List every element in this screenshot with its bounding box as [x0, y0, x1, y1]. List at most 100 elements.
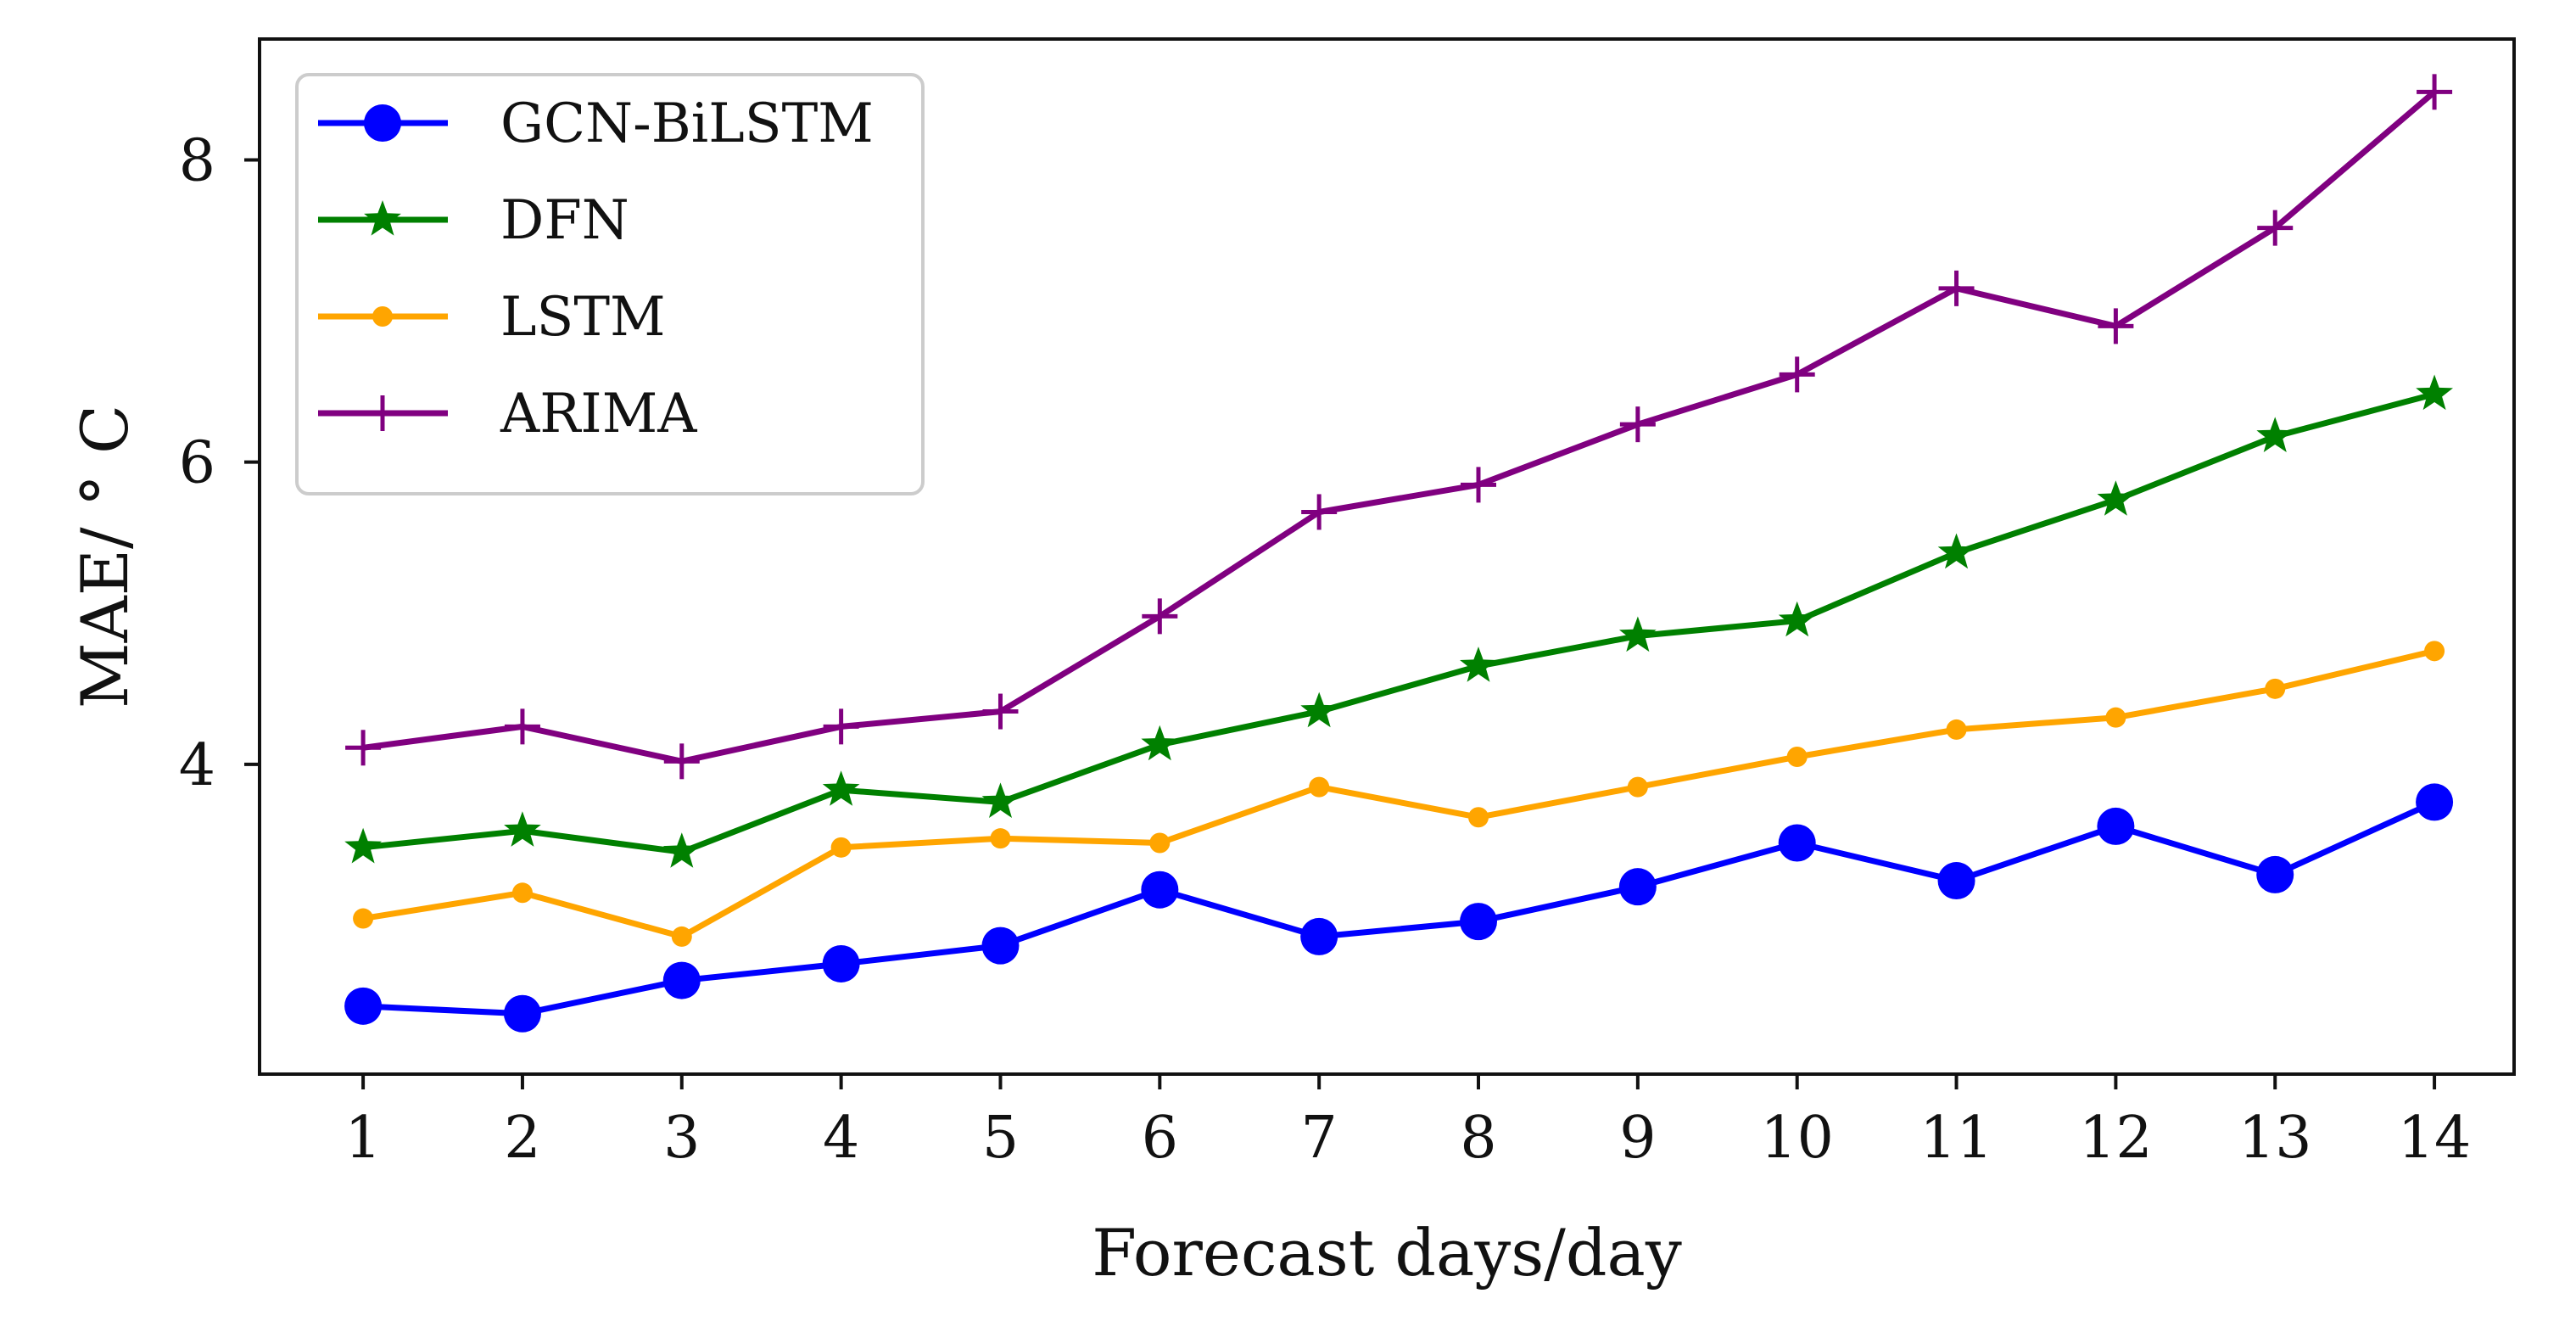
y-tick-label: 4	[179, 732, 215, 799]
data-point-dfn	[822, 770, 860, 806]
data-point-gcn-bilstm	[822, 944, 860, 983]
legend-item-dfn: DFN	[318, 189, 629, 252]
data-point-lstm	[2265, 678, 2286, 699]
series-gcn-bilstm	[344, 783, 2454, 1033]
legend-label: DFN	[500, 189, 629, 252]
data-point-dfn	[662, 832, 701, 868]
series-line-gcn-bilstm	[360, 798, 2438, 1017]
data-point-arima	[2257, 210, 2294, 246]
x-tick-label: 9	[1619, 1105, 1656, 1172]
data-point-lstm	[671, 926, 692, 947]
series-dfn	[344, 374, 2453, 868]
legend-item-arima: ARIMA	[318, 383, 697, 445]
legend-marker	[364, 104, 401, 142]
series-line-dfn	[360, 391, 2438, 855]
legend-item-gcn-bilstm: GCN-BiLSTM	[318, 92, 874, 155]
data-point-dfn	[981, 782, 1020, 818]
data-point-dfn	[504, 811, 541, 847]
data-point-arima	[1938, 270, 1975, 306]
y-axis-title: MAE/ ° C	[67, 405, 142, 708]
x-tick-label: 8	[1460, 1105, 1496, 1172]
data-point-gcn-bilstm	[1937, 862, 1975, 900]
data-point-arima	[663, 743, 700, 780]
data-point-lstm	[1468, 807, 1489, 828]
data-point-gcn-bilstm	[1460, 903, 1498, 941]
series-line-arima	[360, 88, 2438, 764]
data-point-dfn	[2097, 480, 2135, 516]
legend-marker	[364, 200, 401, 236]
data-point-gcn-bilstm	[1618, 868, 1657, 906]
legend-label: GCN-BiLSTM	[500, 92, 874, 155]
x-tick-label: 12	[2079, 1105, 2153, 1172]
y-tick-label: 8	[179, 127, 215, 194]
data-point-arima	[2417, 74, 2453, 110]
data-point-gcn-bilstm	[1141, 871, 1179, 909]
legend: GCN-BiLSTM DFN LSTM ARIMA	[295, 73, 925, 495]
data-point-arima	[345, 730, 382, 766]
x-tick-label: 6	[1142, 1105, 1178, 1172]
data-point-gcn-bilstm	[2416, 783, 2454, 821]
data-point-lstm	[1309, 776, 1330, 798]
data-point-lstm	[1946, 719, 1967, 740]
data-point-lstm	[1149, 832, 1171, 854]
x-tick-label: 10	[1760, 1105, 1834, 1172]
data-point-dfn	[2416, 374, 2453, 411]
x-tick-label: 5	[982, 1105, 1019, 1172]
data-point-gcn-bilstm	[2256, 855, 2294, 893]
data-point-dfn	[1778, 601, 1816, 637]
data-point-arima	[504, 708, 540, 745]
data-point-gcn-bilstm	[662, 961, 701, 999]
data-point-arima	[1142, 598, 1178, 635]
data-point-dfn	[1937, 533, 1975, 569]
data-point-arima	[2098, 308, 2134, 344]
series-lstm	[353, 641, 2445, 947]
data-point-dfn	[2256, 417, 2294, 452]
data-point-lstm	[990, 828, 1011, 849]
series-arima	[345, 74, 2453, 780]
legend-item-lstm: LSTM	[318, 286, 666, 349]
data-point-lstm	[2424, 641, 2445, 662]
x-tick-label: 13	[2238, 1105, 2312, 1172]
data-point-lstm	[1627, 776, 1648, 798]
data-point-lstm	[830, 837, 852, 858]
x-tick-label: 1	[344, 1105, 381, 1172]
data-point-arima	[1301, 494, 1338, 530]
data-point-gcn-bilstm	[2097, 807, 2135, 845]
data-point-arima	[982, 693, 1019, 730]
x-axis-title: Forecast days/day	[1092, 1215, 1682, 1290]
data-point-gcn-bilstm	[981, 927, 1020, 965]
x-tick-label: 11	[1919, 1105, 1993, 1172]
data-point-lstm	[1786, 746, 1808, 767]
data-point-gcn-bilstm	[344, 987, 383, 1025]
x-tick-label: 4	[823, 1105, 859, 1172]
plot-frame	[258, 37, 2516, 1076]
data-point-arima	[1779, 356, 1815, 393]
legend-label: ARIMA	[500, 383, 697, 445]
x-tick-label: 2	[504, 1105, 540, 1172]
data-point-dfn	[1300, 691, 1338, 728]
series-layer	[344, 74, 2454, 1033]
data-point-lstm	[2105, 707, 2126, 728]
data-point-gcn-bilstm	[1778, 824, 1816, 862]
data-point-arima	[1461, 467, 1497, 503]
y-tick-label: 6	[179, 430, 215, 497]
legend-marker	[372, 306, 393, 327]
data-point-gcn-bilstm	[503, 994, 541, 1033]
x-tick-label: 7	[1301, 1105, 1338, 1172]
x-tick-label: 14	[2398, 1105, 2472, 1172]
legend-box	[295, 73, 925, 495]
legend-marker	[365, 395, 400, 431]
data-point-arima	[1619, 406, 1656, 443]
data-point-dfn	[1619, 616, 1657, 652]
data-point-dfn	[344, 827, 382, 864]
data-point-lstm	[511, 882, 533, 904]
data-point-dfn	[1141, 725, 1179, 761]
data-point-lstm	[353, 908, 374, 929]
x-tick-label: 3	[663, 1105, 700, 1172]
data-point-arima	[823, 708, 859, 745]
legend-label: LSTM	[500, 286, 666, 349]
data-point-gcn-bilstm	[1300, 917, 1338, 955]
data-point-dfn	[1460, 647, 1497, 682]
